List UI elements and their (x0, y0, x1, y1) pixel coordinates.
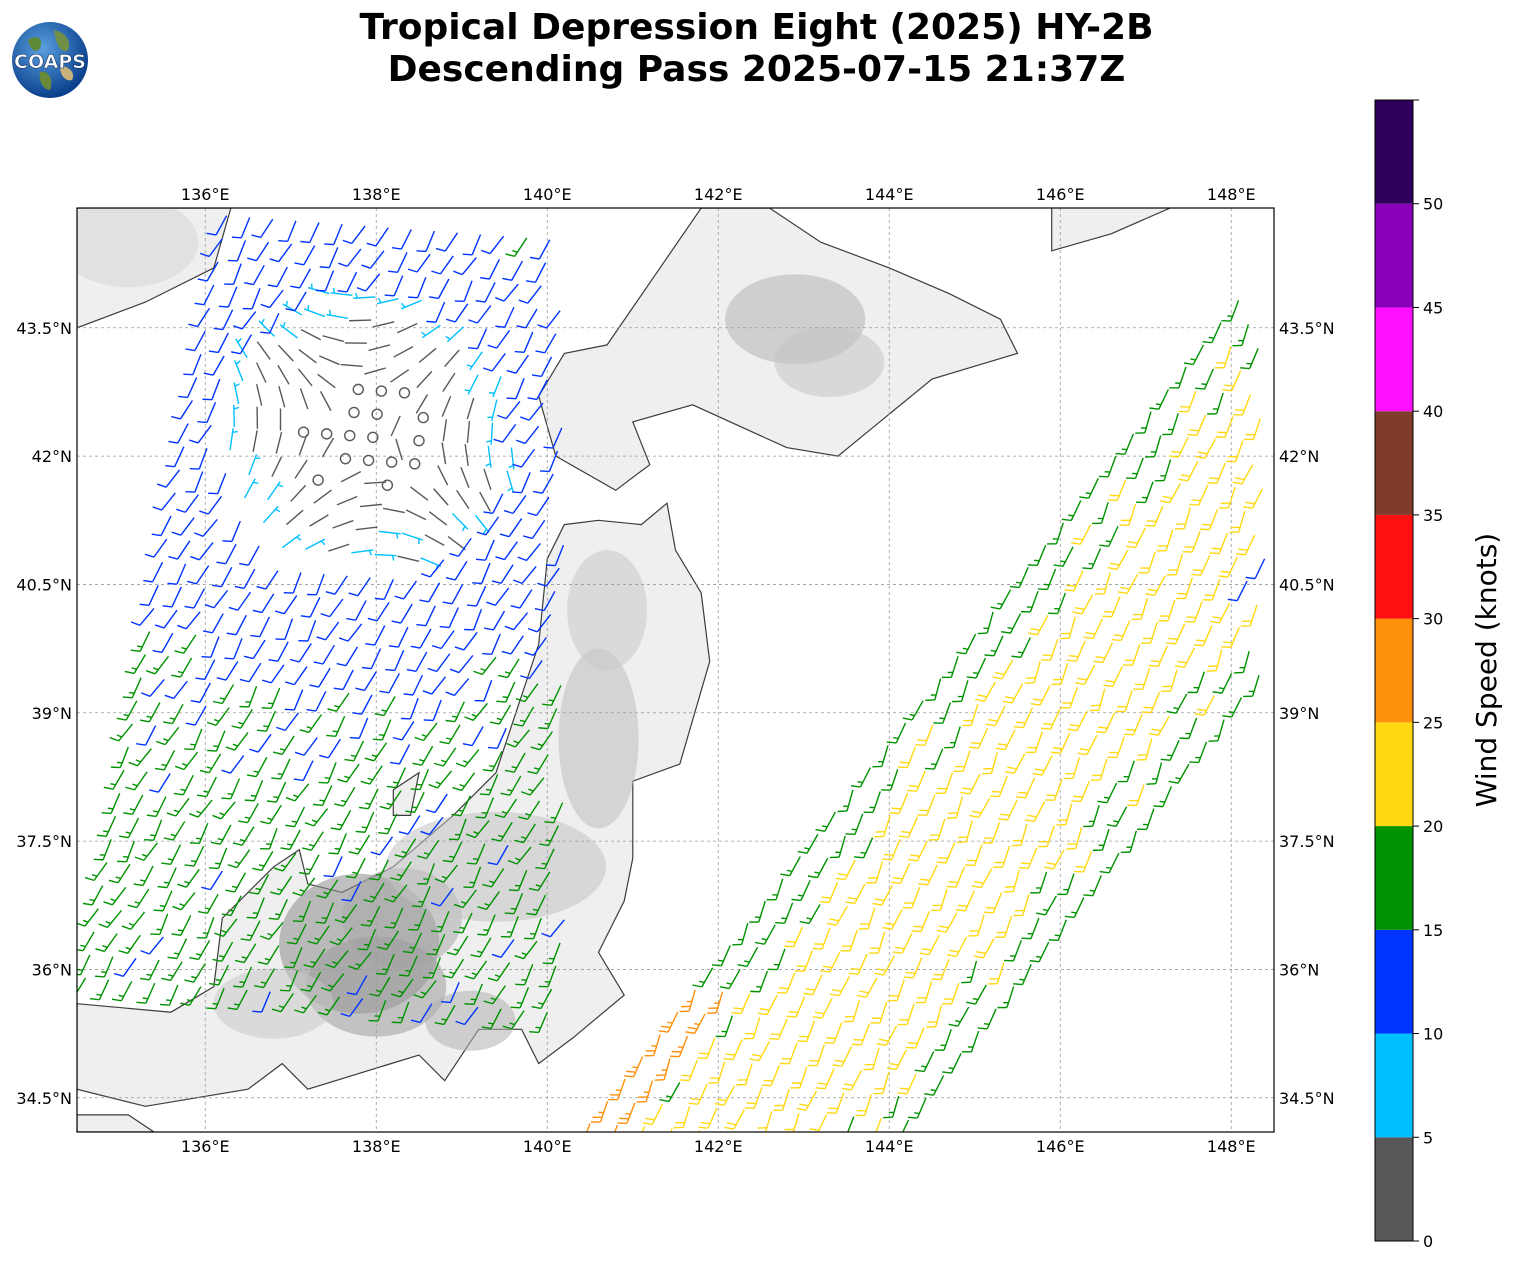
lon-label-top: 144°E (865, 185, 914, 204)
lat-label-right: 42°N (1279, 447, 1319, 466)
colorbar-bin (1375, 514, 1413, 619)
colorbar-tick-label: 20 (1423, 817, 1443, 836)
colorbar-tick-label: 40 (1423, 402, 1443, 421)
lon-label-bottom: 144°E (865, 1137, 914, 1156)
lon-label-bottom: 146°E (1036, 1137, 1085, 1156)
colorbar-tick-label: 45 (1423, 298, 1443, 317)
colorbar-tick-label: 25 (1423, 713, 1443, 732)
lon-label-top: 142°E (694, 185, 743, 204)
colorbar-bin (1375, 618, 1413, 723)
lat-label-right: 36°N (1279, 960, 1319, 979)
lat-label-left: 42°N (32, 447, 72, 466)
colorbar-bin (1375, 100, 1413, 204)
lat-labels-right: 34.5°N 36°N 37.5°N 39°N 40.5°N 42°N 43.5°N (1279, 319, 1335, 1108)
chart-title-line-2: Descending Pass 2025-07-15 21:37Z (387, 49, 1126, 90)
lon-label-top: 148°E (1207, 185, 1256, 204)
colorbar-tick-label: 30 (1423, 610, 1443, 629)
colorbar-bin (1375, 1033, 1413, 1138)
lat-label-left: 34.5°N (16, 1089, 72, 1108)
lat-label-right: 37.5°N (1279, 832, 1335, 851)
lon-label-bottom: 136°E (181, 1137, 230, 1156)
lat-label-right: 40.5°N (1279, 575, 1335, 594)
lat-label-right: 43.5°N (1279, 319, 1335, 338)
colorbar-bin (1375, 826, 1413, 930)
logo-text: COAPS (14, 51, 86, 73)
colorbar-tick-label: 10 (1423, 1025, 1443, 1044)
colorbar-bin (1375, 203, 1413, 308)
colorbar-tick-label: 35 (1423, 506, 1443, 525)
lon-labels-top: 136°E 138°E 140°E 142°E 144°E 146°E 148°E (181, 185, 1256, 204)
colorbar-label: Wind Speed (knots) (1470, 533, 1503, 807)
lon-label-bottom: 142°E (694, 1137, 743, 1156)
lat-labels-left: 34.5°N 36°N 37.5°N 39°N 40.5°N 42°N 43.5°N (16, 319, 72, 1108)
lon-label-top: 146°E (1036, 185, 1085, 204)
colorbar-tick-label: 50 (1423, 195, 1443, 214)
globe-logo-icon: COAPS (12, 22, 88, 98)
lat-label-left: 39°N (32, 704, 72, 723)
colorbar-bin (1375, 307, 1413, 412)
chart-title-line-1: Tropical Depression Eight (2025) HY-2B (359, 7, 1154, 48)
lon-label-top: 138°E (352, 185, 401, 204)
lon-label-top: 140°E (523, 185, 572, 204)
lat-label-left: 36°N (32, 960, 72, 979)
lat-label-right: 39°N (1279, 704, 1319, 723)
colorbar-tick-label: 15 (1423, 921, 1443, 940)
map-area (77, 208, 1274, 1132)
lon-label-top: 136°E (181, 185, 230, 204)
lon-label-bottom: 148°E (1207, 1137, 1256, 1156)
lon-label-bottom: 140°E (523, 1137, 572, 1156)
colorbar-bin (1375, 411, 1413, 515)
colorbar-bin (1375, 1137, 1413, 1241)
gridlines (77, 208, 1274, 1132)
colorbar-tick-label: 0 (1423, 1232, 1433, 1251)
lon-labels-bottom: 136°E 138°E 140°E 142°E 144°E 146°E 148°E (181, 1137, 1256, 1156)
map-frame (76, 207, 1275, 1133)
lat-label-left: 37.5°N (16, 832, 72, 851)
colorbar-bin (1375, 929, 1413, 1034)
colorbar-tick-label: 5 (1423, 1128, 1433, 1147)
lat-label-left: 40.5°N (16, 575, 72, 594)
colorbar: 0 5 10 15 20 25 30 35 40 45 50 (1374, 99, 1443, 1251)
lat-label-left: 43.5°N (16, 319, 72, 338)
colorbar-bin (1375, 722, 1413, 827)
lat-label-right: 34.5°N (1279, 1089, 1335, 1108)
wind-barbs (77, 215, 1266, 1132)
lon-label-bottom: 138°E (352, 1137, 401, 1156)
